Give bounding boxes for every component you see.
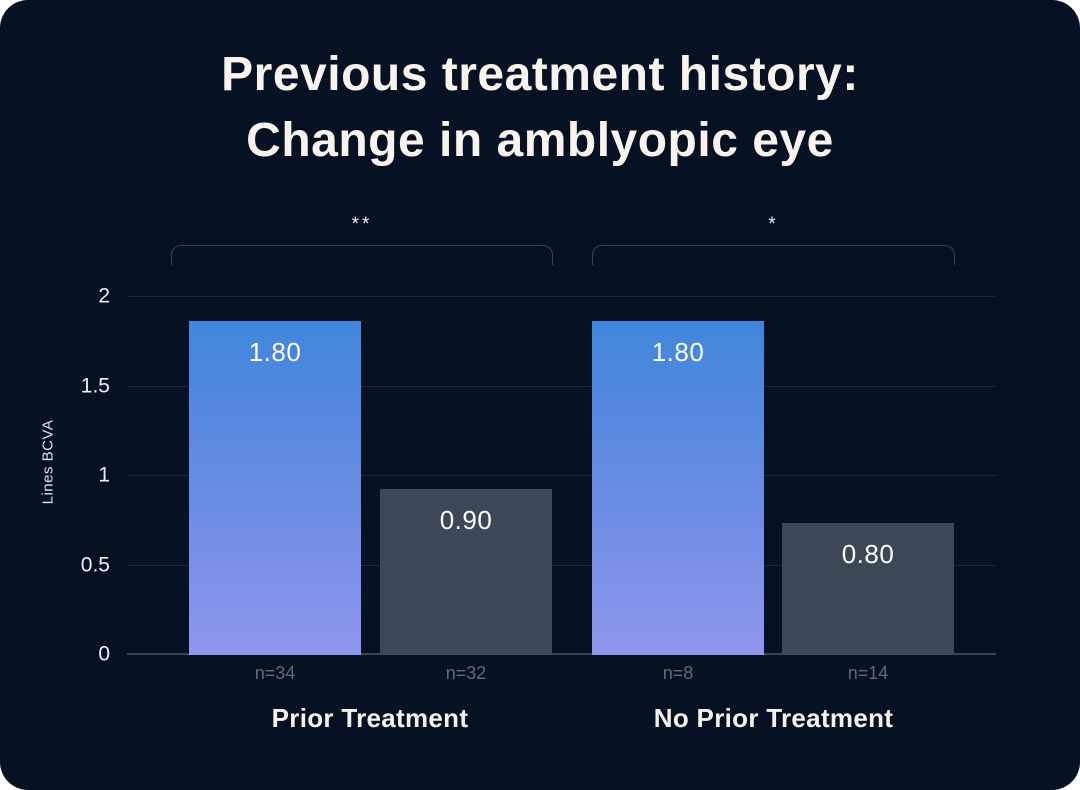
y-axis-tick-labels: 0 0.5 1 1.5 2 — [0, 285, 118, 666]
chart-title-line-2: Change in amblyopic eye — [246, 114, 834, 167]
gridline-y-1 — [127, 475, 996, 476]
gridline-y-0.5 — [127, 564, 996, 566]
bar-slate-group-2: 0.80 — [782, 523, 954, 655]
bar-slate-group-1: 0.90 — [380, 489, 552, 655]
significance-asterisks-2: * — [768, 214, 779, 235]
bar-value-label: 0.90 — [439, 505, 493, 535]
bar-value-label: 1.80 — [651, 337, 705, 367]
group-label-2: No Prior Treatment — [653, 703, 894, 733]
significance-bracket-2 — [592, 245, 955, 265]
y-tick-label-0.5: 0.5 — [80, 553, 110, 577]
sample-size-label: n=8 — [662, 663, 694, 683]
y-tick-label-2: 2 — [98, 284, 110, 308]
y-tick-label-0: 0 — [98, 642, 110, 666]
gridline-y-2 — [127, 296, 996, 297]
sample-size-label: n=32 — [445, 663, 487, 683]
significance-asterisks-1: ** — [351, 214, 373, 235]
bar-blue-group-1: 1.80 — [189, 321, 361, 655]
bar-value-label: 0.80 — [841, 539, 895, 569]
group-label-1: Prior Treatment — [271, 703, 469, 733]
chart-title: Previous treatment history: Change in am… — [0, 42, 1080, 174]
gridline-y-0 — [127, 653, 996, 655]
plot-area: 1.80 n=34 0.90 n=32 1.80 n=8 0.80 n=14 — [127, 296, 996, 683]
bar-value-label: 1.80 — [248, 337, 302, 367]
chart-title-line-1: Previous treatment history: — [221, 48, 859, 101]
significance-bracket-1 — [171, 245, 553, 265]
y-tick-label-1.5: 1.5 — [80, 374, 110, 398]
sample-size-label: n=14 — [847, 663, 889, 683]
gridline-y-1.5 — [127, 385, 996, 387]
sample-size-label: n=34 — [254, 663, 296, 683]
bar-blue-group-2: 1.80 — [592, 321, 764, 655]
y-tick-label-1: 1 — [98, 463, 110, 487]
